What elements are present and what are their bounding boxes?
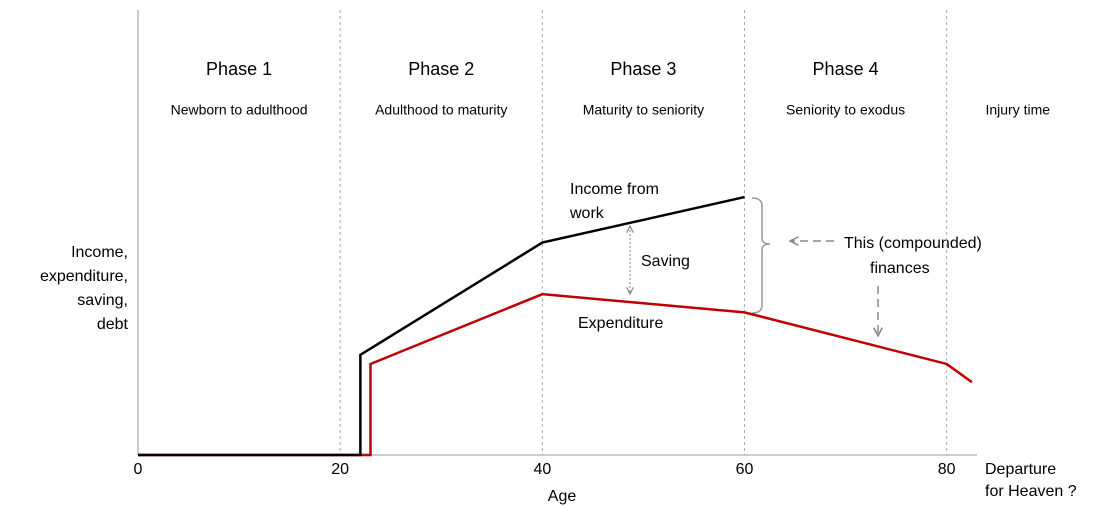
line — [138, 292, 973, 457]
phase-description: Adulthood to maturity — [375, 102, 507, 118]
annotation: Saving — [641, 253, 690, 270]
phase-description: Maturity to seniority — [583, 102, 704, 118]
phase-title: Phase 1 — [206, 59, 272, 79]
phase-description: Injury time — [985, 102, 1050, 118]
line — [138, 195, 745, 457]
x-tick-label: 80 — [938, 461, 956, 478]
x-tick-label: 60 — [736, 461, 754, 478]
x-tick-label: 40 — [533, 461, 551, 478]
phase-title: Phase 4 — [813, 59, 879, 79]
annotation: finances — [870, 260, 930, 277]
phase-title: Phase 3 — [610, 59, 676, 79]
x-end-label: for Heaven ? — [985, 483, 1077, 500]
bracket — [751, 197, 771, 314]
x-axis-title: Age — [548, 488, 577, 505]
y-axis-title: saving, — [77, 292, 128, 309]
y-axis-title: debt — [97, 316, 129, 333]
phase-description: Newborn to adulthood — [171, 102, 308, 118]
x-tick-label: 20 — [331, 461, 349, 478]
annotation: This (compounded) — [844, 235, 982, 252]
phase-description: Seniority to exodus — [786, 102, 905, 118]
x-end-label: Departure — [985, 461, 1056, 478]
y-axis-title: expenditure, — [40, 268, 128, 285]
annotation: work — [569, 205, 605, 222]
annotation: Income from — [570, 181, 659, 198]
annotation: Expenditure — [578, 315, 663, 332]
y-axis-title: Income, — [71, 244, 128, 261]
x-tick-label: 0 — [134, 461, 143, 478]
phase-title: Phase 2 — [408, 59, 474, 79]
